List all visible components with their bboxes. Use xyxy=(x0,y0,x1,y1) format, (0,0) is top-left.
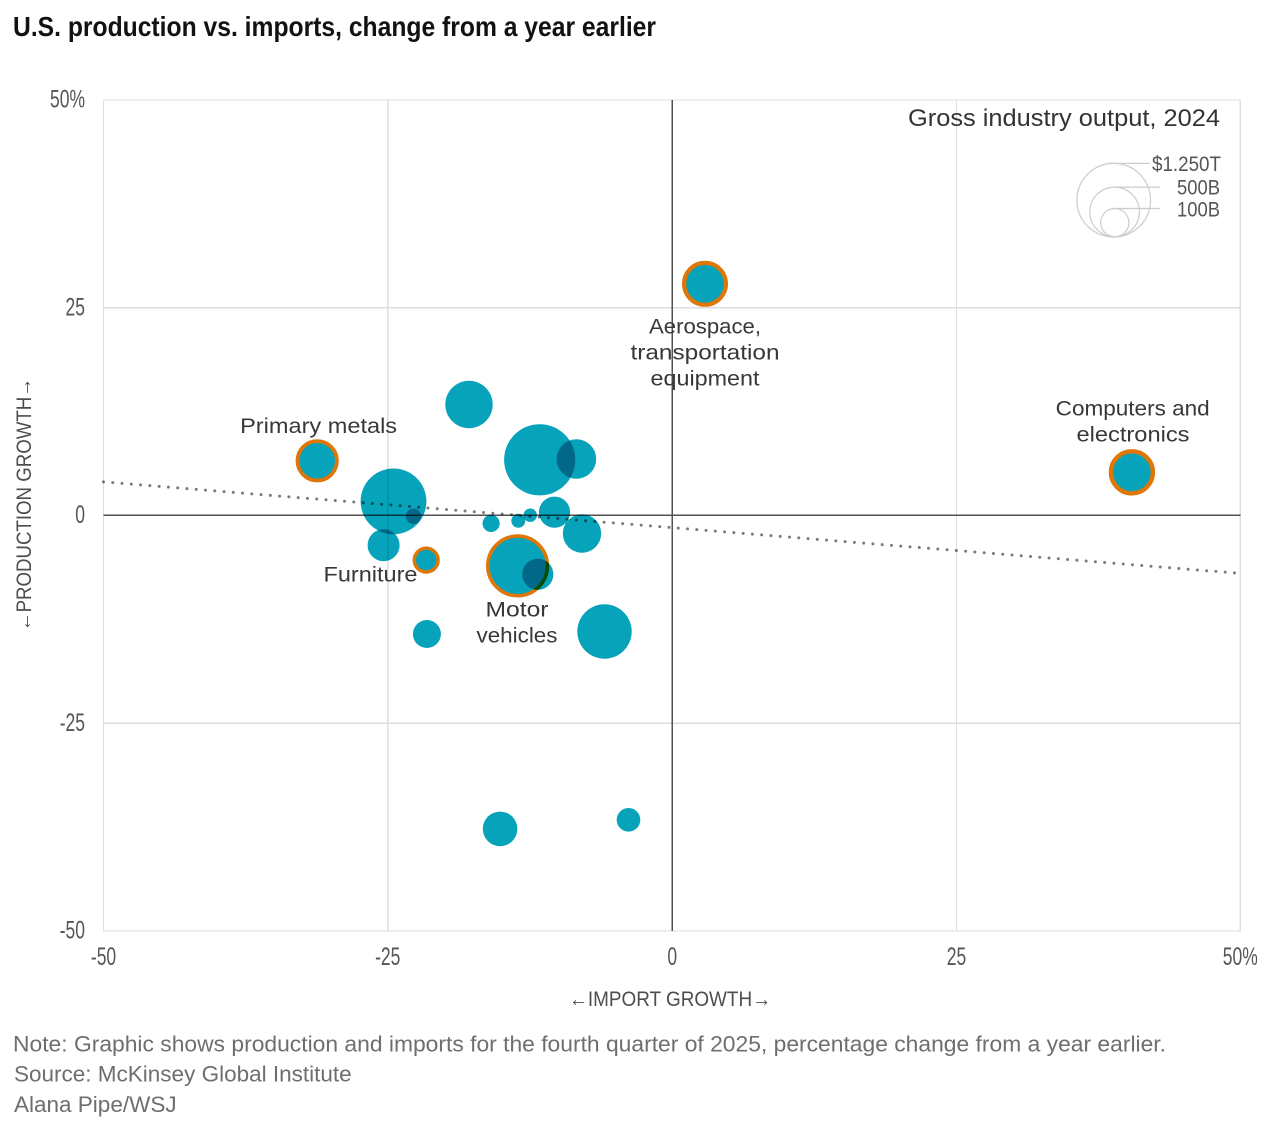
svg-text:Note: Graphic shows production: Note: Graphic shows production and impor… xyxy=(13,1031,1166,1056)
svg-text:50%: 50% xyxy=(1223,942,1258,971)
svg-text:Alana Pipe/WSJ: Alana Pipe/WSJ xyxy=(14,1092,177,1117)
svg-text:Primary metals: Primary metals xyxy=(240,414,397,438)
svg-text:500B: 500B xyxy=(1177,176,1220,200)
svg-text:0: 0 xyxy=(667,942,677,971)
svg-text:-50: -50 xyxy=(60,916,85,945)
svg-text:50%: 50% xyxy=(50,85,85,114)
svg-text:$1.250T: $1.250T xyxy=(1152,152,1221,176)
svg-text:Computers and: Computers and xyxy=(1056,397,1210,421)
svg-text:←IMPORT GROWTH→: ←IMPORT GROWTH→ xyxy=(569,988,771,1011)
svg-text:0: 0 xyxy=(75,500,85,529)
svg-text:-25: -25 xyxy=(375,942,400,971)
svg-text:transportation: transportation xyxy=(631,340,780,364)
svg-text:Gross industry output, 2024: Gross industry output, 2024 xyxy=(908,105,1220,132)
svg-text:U.S. production vs. imports, c: U.S. production vs. imports, change from… xyxy=(13,11,656,42)
svg-text:-50: -50 xyxy=(91,942,116,971)
svg-text:100B: 100B xyxy=(1177,198,1220,222)
svg-text:25: 25 xyxy=(947,942,966,971)
svg-text:vehicles: vehicles xyxy=(477,623,558,647)
svg-text:←PRODUCTION GROWTH→: ←PRODUCTION GROWTH→ xyxy=(13,378,36,631)
svg-text:Aerospace,: Aerospace, xyxy=(649,315,761,339)
svg-text:25: 25 xyxy=(66,292,85,321)
svg-text:equipment: equipment xyxy=(651,366,760,390)
svg-text:Source: McKinsey Global Instit: Source: McKinsey Global Institute xyxy=(14,1062,352,1087)
svg-text:-25: -25 xyxy=(60,708,85,737)
svg-text:Furniture: Furniture xyxy=(324,563,418,587)
svg-text:electronics: electronics xyxy=(1077,423,1190,447)
svg-text:Motor: Motor xyxy=(486,598,549,622)
